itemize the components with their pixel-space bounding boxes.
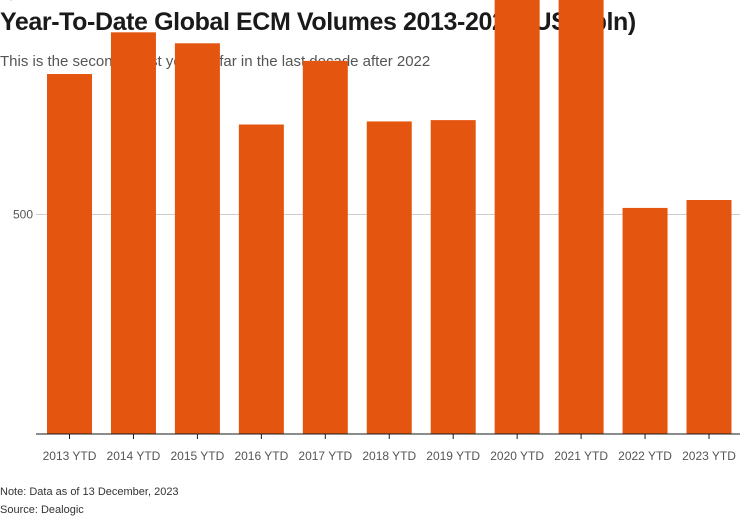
- bar-2021-ytd: [558, 0, 604, 434]
- bar-2022-ytd: [622, 207, 668, 434]
- x-tick-label: 2016 YTD: [234, 449, 288, 463]
- x-tick-label: 2015 YTD: [170, 449, 224, 463]
- footer-note: Note: Data as of 13 December, 2023: [0, 486, 179, 498]
- bar-chart: 500 1,000 2013 YTD 2014 YTD 2015 YTD 2016 YTD…: [3, 0, 740, 463]
- x-tick-label: 2018 YTD: [362, 449, 416, 463]
- bar-2018-ytd: [366, 121, 412, 434]
- x-tick-label: 2014 YTD: [107, 449, 161, 463]
- x-tick-label: 2020 YTD: [490, 449, 544, 463]
- x-tick-label: 2017 YTD: [298, 449, 352, 463]
- bar-2017-ytd: [302, 60, 348, 434]
- bar-2014-ytd: [110, 32, 156, 434]
- axes: [36, 433, 740, 439]
- y-tick-label: 1,000: [3, 0, 33, 2]
- footer-source: Source: Dealogic: [0, 504, 84, 516]
- x-tick-label: 2019 YTD: [426, 449, 480, 463]
- tick-labels: 500 1,000 2013 YTD 2014 YTD 2015 YTD 2016 YTD…: [3, 0, 736, 463]
- bar-2016-ytd: [238, 124, 284, 434]
- bar-2023-ytd: [686, 200, 732, 434]
- x-tick-label: 2022 YTD: [618, 449, 672, 463]
- bars: [47, 0, 732, 435]
- x-tick-label: 2021 YTD: [554, 449, 608, 463]
- bar-2015-ytd: [174, 43, 220, 434]
- bar-2020-ytd: [494, 0, 540, 435]
- x-tick-label: 2023 YTD: [682, 449, 736, 463]
- x-tick-label: 2013 YTD: [43, 449, 97, 463]
- y-tick-label: 500: [13, 208, 33, 222]
- bar-2013-ytd: [47, 74, 92, 435]
- bar-2019-ytd: [430, 120, 476, 435]
